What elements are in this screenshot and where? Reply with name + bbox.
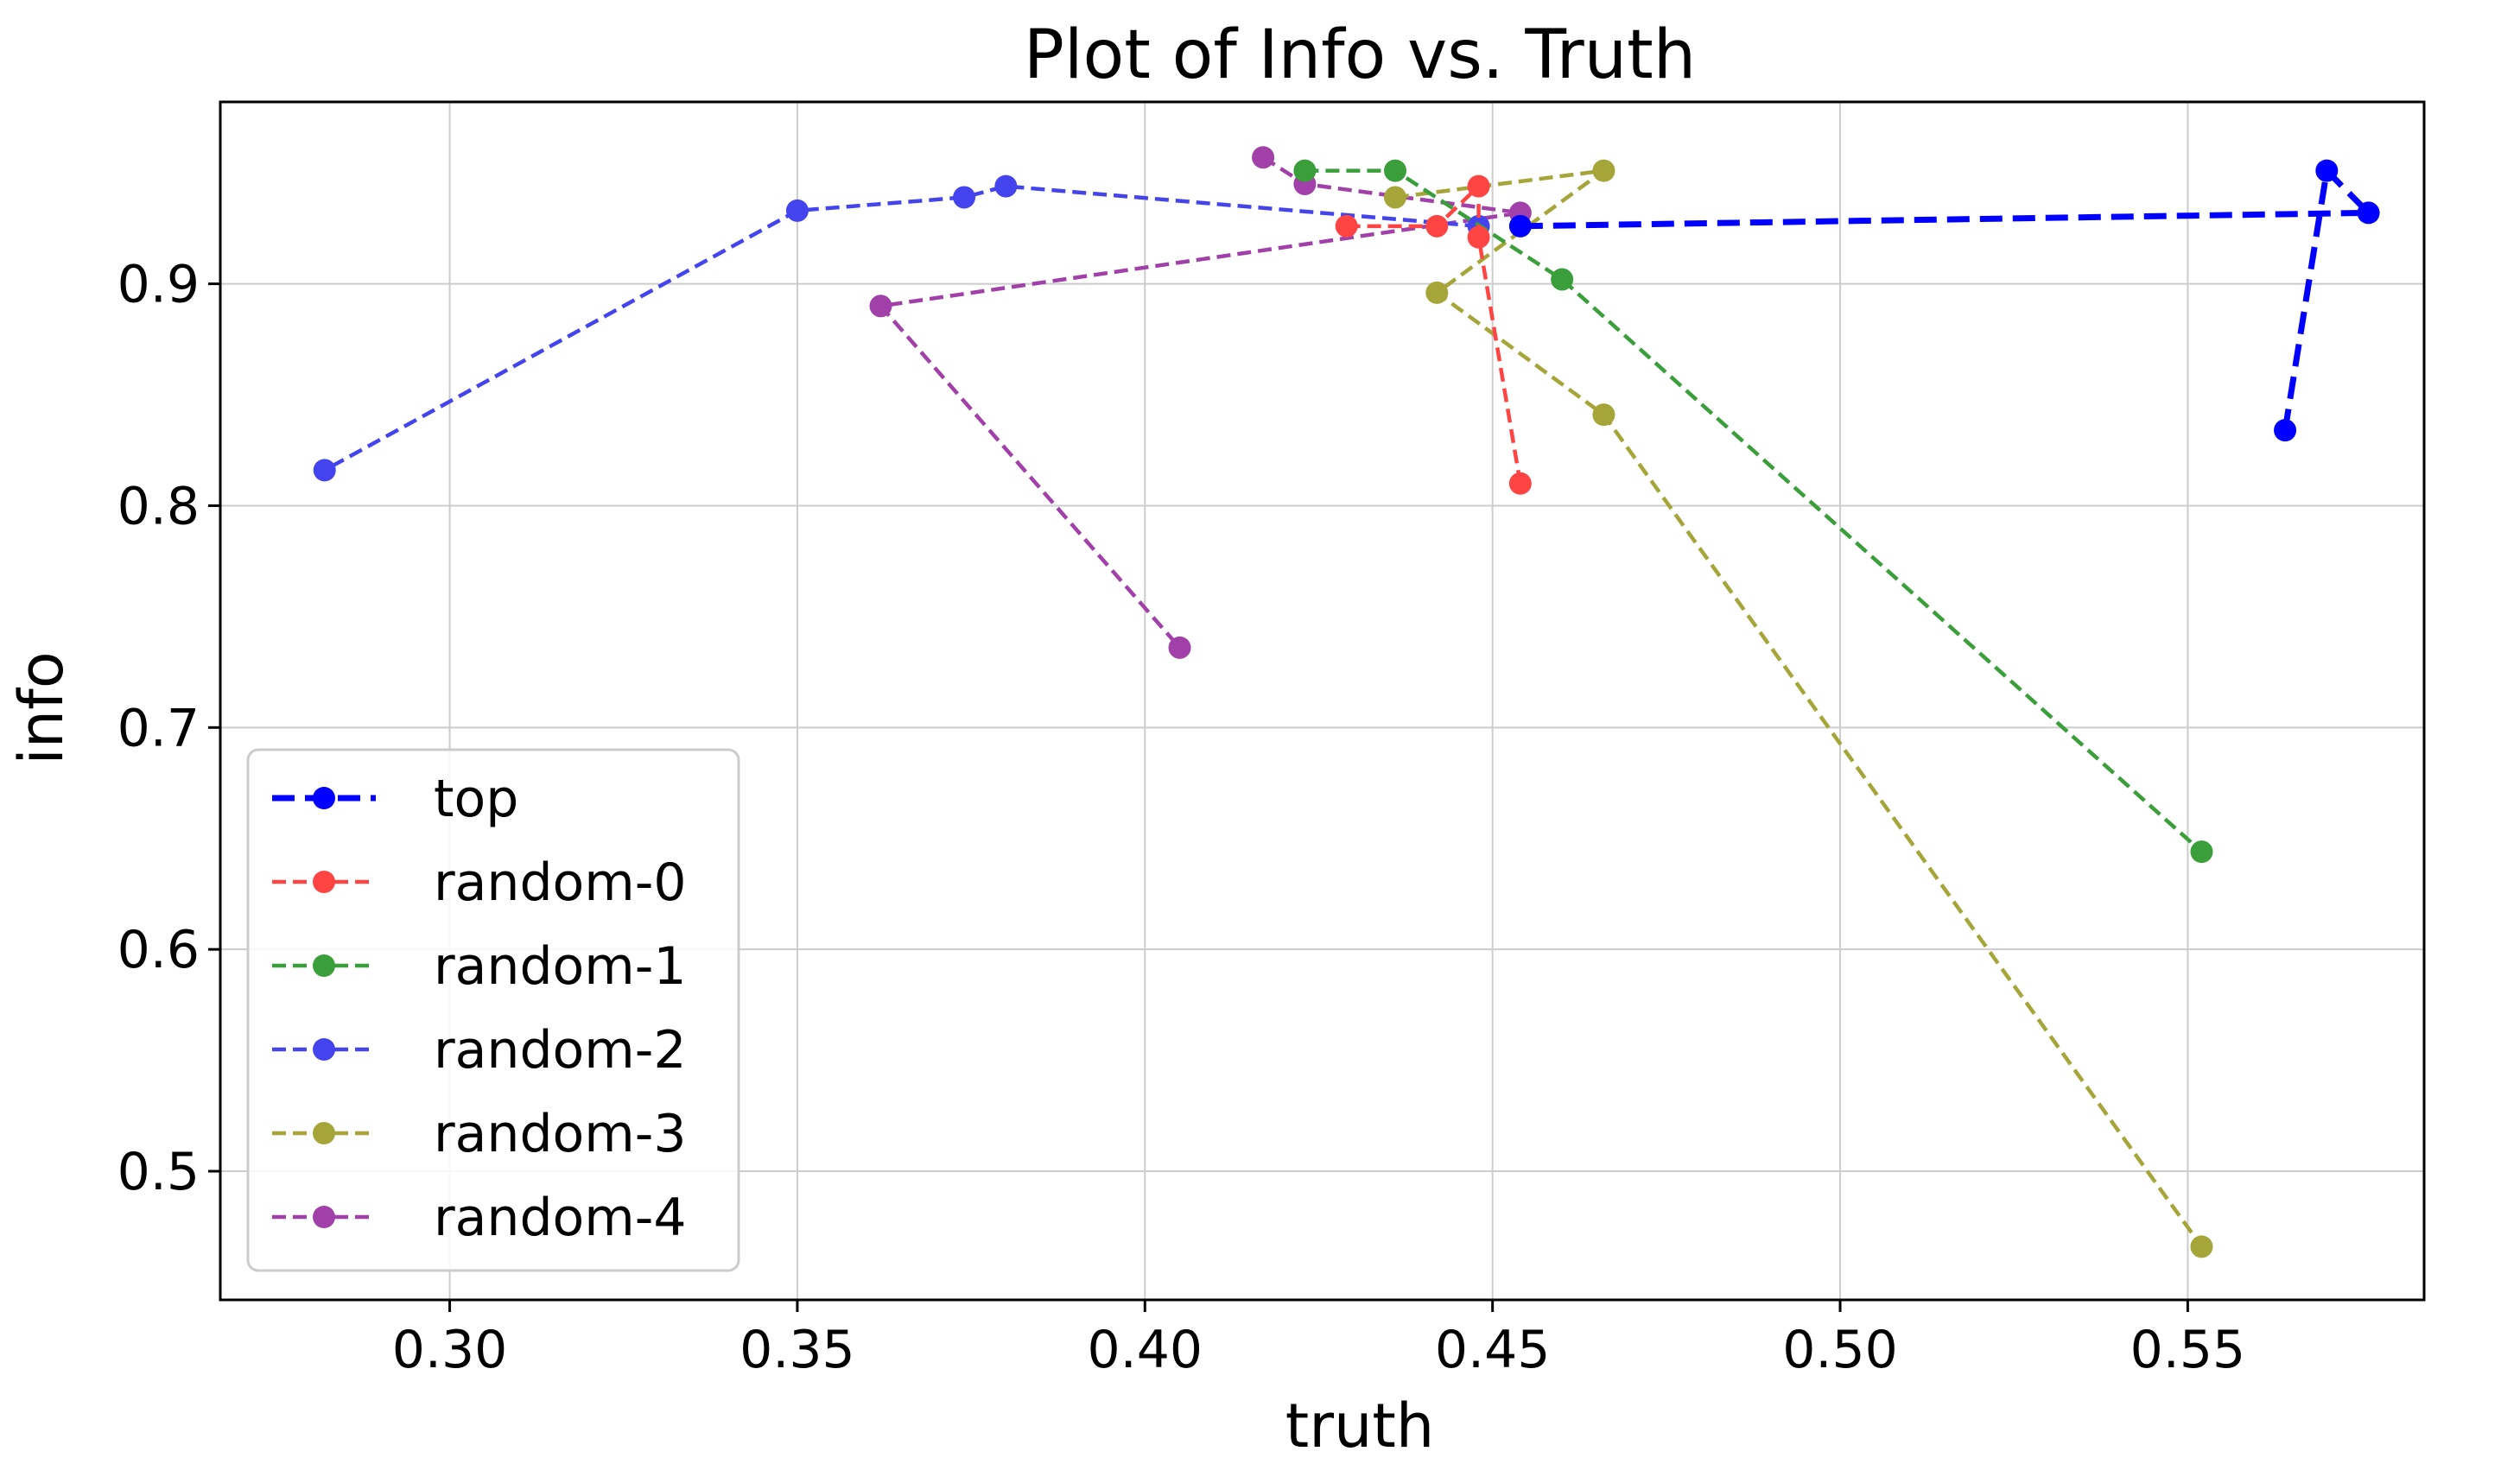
data-point-random-3	[1425, 281, 1449, 304]
legend-label: random-2	[434, 1020, 687, 1081]
legend-marker	[313, 871, 335, 893]
data-point-random-0	[1467, 225, 1490, 249]
legend-item-random-4: random-4	[272, 1188, 687, 1248]
legend-marker	[313, 954, 335, 977]
y-tick-label: 0.8	[117, 476, 200, 536]
y-tick-label: 0.7	[117, 698, 200, 758]
series-line-random-2	[323, 184, 1479, 472]
series-top	[1508, 159, 2380, 442]
legend-marker	[313, 1122, 335, 1144]
data-point-random-4	[1168, 636, 1191, 659]
legend: top random-0 random-1 random-2 random-3 rando…	[246, 748, 740, 1272]
legend-label: random-0	[434, 852, 687, 913]
legend-marker	[313, 1206, 335, 1228]
series-layer	[313, 146, 2380, 1258]
data-point-random-4	[1252, 146, 1275, 169]
legend-box	[246, 748, 740, 1272]
data-point-random-2	[313, 459, 336, 482]
series-random-3	[1383, 159, 2213, 1258]
x-tick-label: 0.40	[1087, 1320, 1203, 1380]
series-line-top	[1520, 168, 2372, 431]
series-line-random-4	[879, 155, 1523, 650]
data-point-random-1	[1293, 159, 1317, 182]
legend-marker	[313, 787, 335, 809]
data-point-random-1	[1383, 159, 1406, 182]
data-point-random-0	[1467, 174, 1490, 198]
chart-title: Plot of Info vs. Truth	[1024, 16, 1696, 94]
legend-item-random-3: random-3	[272, 1104, 687, 1164]
data-point-random-0	[1425, 214, 1449, 238]
y-tick-label: 0.9	[117, 255, 200, 315]
data-point-top	[2357, 201, 2380, 225]
data-point-random-2	[785, 199, 809, 222]
data-point-top	[2315, 159, 2339, 182]
y-axis-label: info	[6, 651, 77, 764]
legend-label: random-4	[434, 1188, 687, 1248]
x-tick-label: 0.30	[392, 1320, 508, 1380]
data-point-random-1	[1551, 268, 1574, 291]
x-axis-ticks: 0.30 0.35 0.40 0.45 0.50 0.55	[392, 1300, 2245, 1380]
y-axis-ticks: 0.5 0.6 0.7 0.8 0.9	[117, 255, 220, 1202]
data-point-random-2	[994, 174, 1018, 198]
legend-label: random-1	[434, 936, 687, 997]
legend-label: random-3	[434, 1104, 687, 1164]
legend-marker	[313, 1038, 335, 1061]
data-point-random-3	[1592, 403, 1615, 427]
y-tick-label: 0.5	[117, 1142, 200, 1202]
data-point-top	[1508, 214, 1532, 238]
legend-item-top: top	[272, 769, 518, 829]
x-axis-label: truth	[1285, 1391, 1434, 1461]
legend-item-random-2: random-2	[272, 1020, 687, 1081]
data-point-random-3	[1592, 159, 1615, 182]
x-tick-label: 0.45	[1435, 1320, 1551, 1380]
data-point-random-0	[1508, 472, 1532, 495]
data-point-random-3	[1383, 186, 1406, 209]
plot-frame	[219, 100, 2426, 1302]
data-point-random-3	[2190, 1235, 2213, 1258]
data-point-random-4	[869, 295, 892, 318]
legend-item-random-1: random-1	[272, 936, 687, 997]
x-tick-label: 0.50	[1782, 1320, 1898, 1380]
data-point-top	[2274, 419, 2297, 442]
series-random-4	[869, 146, 1532, 659]
series-random-0	[1335, 174, 1532, 495]
data-point-random-1	[2190, 840, 2213, 864]
legend-item-random-0: random-0	[272, 852, 687, 913]
x-tick-label: 0.35	[739, 1320, 855, 1380]
legend-label: top	[434, 769, 518, 829]
data-point-random-0	[1335, 214, 1358, 238]
data-point-random-2	[953, 186, 976, 209]
x-tick-label: 0.55	[2130, 1320, 2246, 1380]
y-tick-label: 0.6	[117, 920, 200, 980]
